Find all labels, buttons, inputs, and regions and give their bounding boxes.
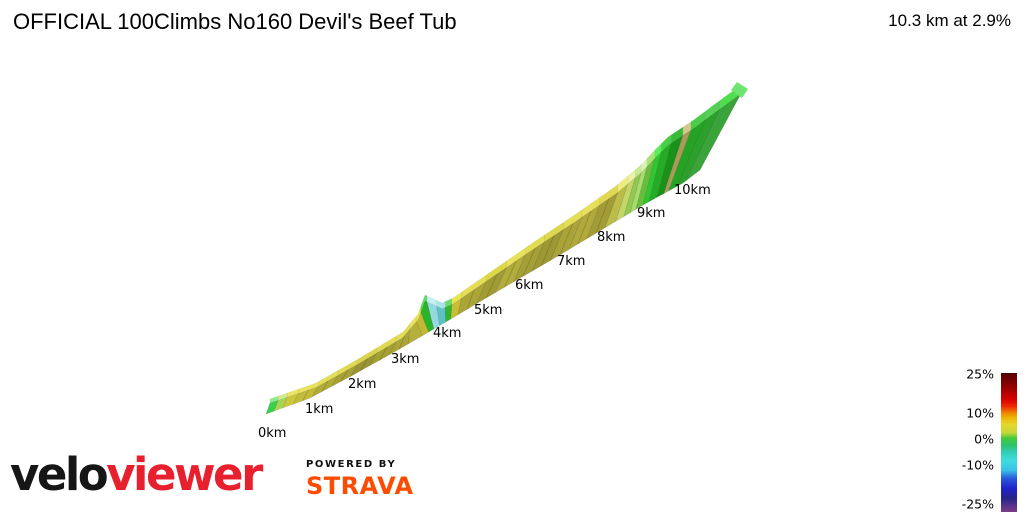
summit-tip-cap xyxy=(731,82,748,98)
segment-divider xyxy=(595,198,610,234)
segment-divider xyxy=(522,247,536,277)
legend-tick-label: 25% xyxy=(966,367,994,382)
km-tick-label: 4km xyxy=(433,326,461,341)
km-tick-label: 7km xyxy=(557,254,585,269)
legend-tick-label: 0% xyxy=(974,432,994,447)
climb-distance-gradient-summary: 10.3 km at 2.9% xyxy=(888,11,1011,30)
gradient-segment-face xyxy=(426,301,441,330)
legend-tick-label: 10% xyxy=(966,406,994,421)
segment-divider xyxy=(541,235,555,266)
segment-divider xyxy=(360,358,368,371)
km-tick-label: 8km xyxy=(597,230,625,245)
distance-tick-labels: 0km 1km 2km 3km 4km 5km 6km 7km 8km 9km 10km xyxy=(258,183,711,441)
gradient-legend-bar xyxy=(1001,373,1017,512)
segment-divider xyxy=(504,260,517,288)
logo-text-velo: velo xyxy=(10,448,109,501)
km-tick-label: 3km xyxy=(391,352,419,367)
km-tick-label: 6km xyxy=(515,278,543,293)
km-tick-label: 9km xyxy=(637,206,665,221)
chart-title: OFFICIAL 100Climbs No160 Devil's Beef Tu… xyxy=(13,9,457,34)
logo-text-viewer: viewer xyxy=(106,448,263,501)
segment-divider xyxy=(398,335,405,350)
km-tick-label: 2km xyxy=(348,377,376,392)
km-tick-label: 5km xyxy=(474,303,502,318)
segment-divider xyxy=(379,346,388,361)
gradient-legend-labels: 25% 10% 0% -10% -25% xyxy=(962,367,994,512)
segment-divider-lines xyxy=(302,198,610,401)
gradient-segment-face xyxy=(436,305,447,327)
segment-divider xyxy=(466,289,475,310)
strava-wordmark: STRAVA xyxy=(306,472,414,500)
segment-divider xyxy=(340,369,349,382)
legend-tick-label: -10% xyxy=(962,458,994,473)
ribbon-face-segments xyxy=(265,93,742,415)
ribbon-top-strip-segments xyxy=(269,84,742,404)
powered-by-strava: POWERED BY STRAVA xyxy=(306,459,414,500)
gradient-segment-face xyxy=(648,142,672,203)
legend-tick-label: -25% xyxy=(962,497,994,512)
km-tick-label: 10km xyxy=(674,183,711,198)
segment-divider xyxy=(485,273,498,299)
veloviewer-logo: veloviewer xyxy=(10,448,263,501)
segment-divider xyxy=(559,223,574,255)
powered-by-label: POWERED BY xyxy=(306,459,397,470)
segment-divider xyxy=(577,210,592,245)
km-tick-label: 0km xyxy=(258,426,286,441)
segment-divider xyxy=(321,380,329,392)
segment-divider xyxy=(302,389,309,401)
km-tick-label: 1km xyxy=(305,402,333,417)
